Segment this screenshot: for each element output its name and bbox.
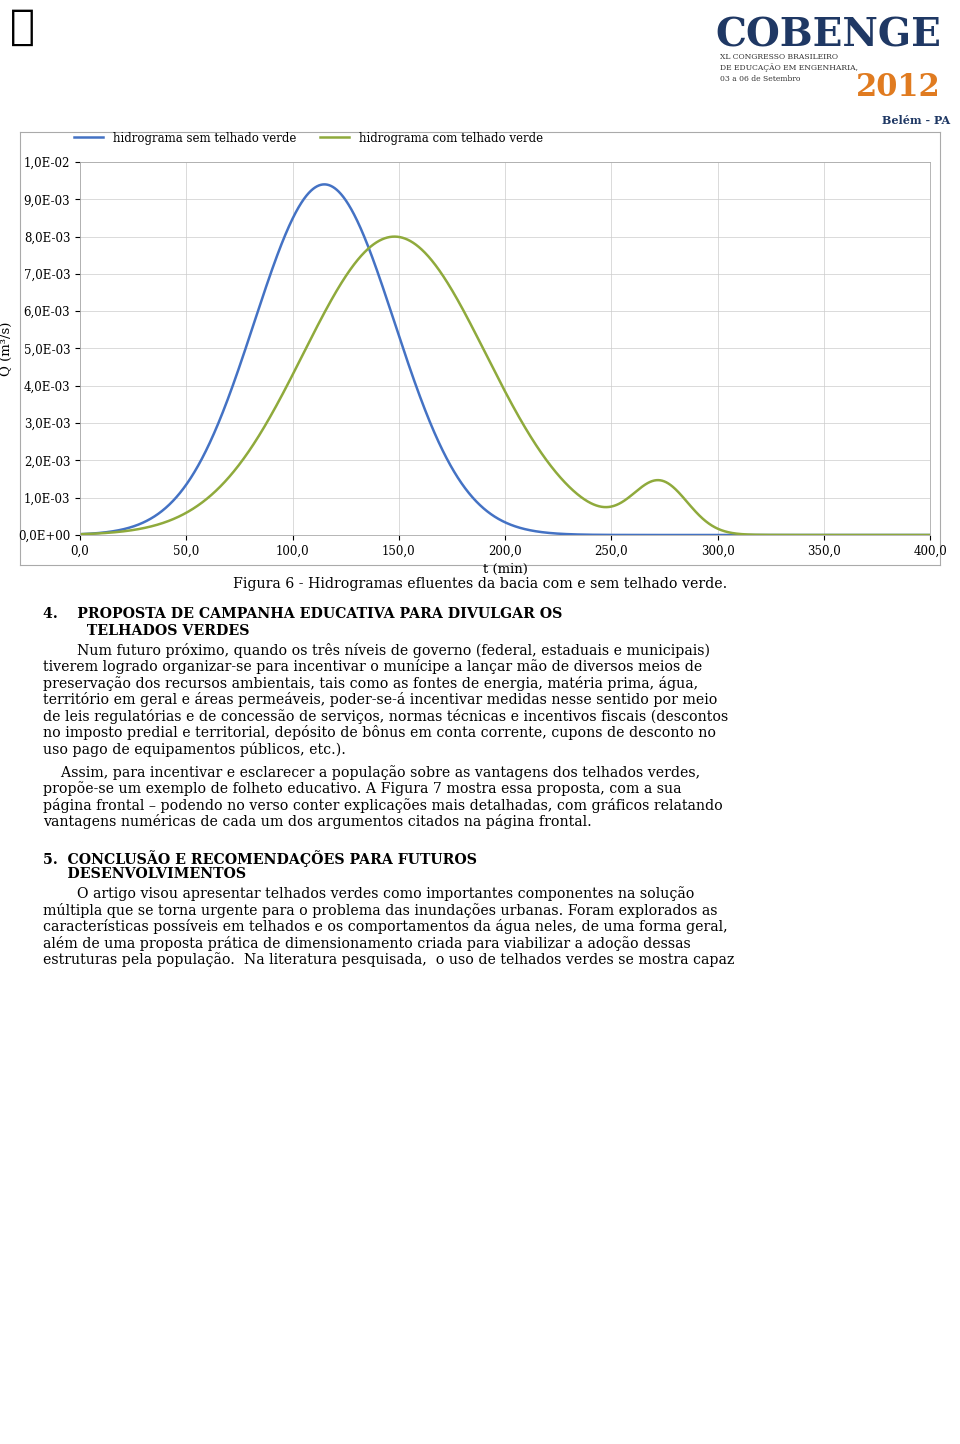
hidrograma com telhado verde xyxy=(74,526,85,543)
Text: Belém - PA: Belém - PA xyxy=(882,116,950,127)
X-axis label: t (min): t (min) xyxy=(483,563,527,576)
hidrograma sem telhado verde xyxy=(319,176,330,193)
hidrograma sem telhado verde xyxy=(222,391,233,409)
hidrograma sem telhado verde xyxy=(438,443,449,461)
Text: 🏛: 🏛 xyxy=(10,6,35,48)
Text: tiverem logrado organizar-se para incentivar o munícipe a lançar mão de diversos: tiverem logrado organizar-se para incent… xyxy=(43,658,703,674)
hidrograma com telhado verde xyxy=(400,231,412,248)
hidrograma sem telhado verde xyxy=(924,526,936,543)
Text: XL CONGRESSO BRASILEIRO
DE EDUCAÇÃO EM ENGENHARIA,
03 a 06 de Setembro: XL CONGRESSO BRASILEIRO DE EDUCAÇÃO EM E… xyxy=(720,53,858,82)
Text: página frontal – podendo no verso conter explicações mais detalhadas, com gráfic: página frontal – podendo no verso conter… xyxy=(43,797,723,813)
hidrograma sem telhado verde xyxy=(816,526,828,543)
hidrograma com telhado verde xyxy=(438,267,449,284)
Line: hidrograma com telhado verde: hidrograma com telhado verde xyxy=(80,237,930,534)
hidrograma com telhado verde xyxy=(908,526,920,543)
hidrograma com telhado verde xyxy=(222,471,233,488)
Text: 5.  CONCLUSÃO E RECOMENDAÇÕES PARA FUTUROS: 5. CONCLUSÃO E RECOMENDAÇÕES PARA FUTURO… xyxy=(43,851,477,868)
Text: 2012: 2012 xyxy=(856,72,941,103)
Legend: hidrograma sem telhado verde, hidrograma com telhado verde: hidrograma sem telhado verde, hidrograma… xyxy=(69,127,547,149)
hidrograma sem telhado verde xyxy=(74,526,85,543)
Text: no imposto predial e territorial, depósito de bônus em conta corrente, cupons de: no imposto predial e territorial, depósi… xyxy=(43,725,716,741)
hidrograma com telhado verde xyxy=(171,508,182,526)
hidrograma com telhado verde xyxy=(924,526,936,543)
Text: TELHADOS VERDES: TELHADOS VERDES xyxy=(43,624,250,638)
Text: COBENGE: COBENGE xyxy=(715,16,941,55)
hidrograma sem telhado verde xyxy=(400,349,412,367)
Text: Num futuro próximo, quando os três níveis de governo (federal, estaduais e munic: Num futuro próximo, quando os três nívei… xyxy=(77,643,709,657)
hidrograma sem telhado verde xyxy=(908,526,920,543)
Text: Figura 6 - Hidrogramas efluentes da bacia com e sem telhado verde.: Figura 6 - Hidrogramas efluentes da baci… xyxy=(233,578,727,591)
Text: além de uma proposta prática de dimensionamento criada para viabilizar a adoção : além de uma proposta prática de dimensio… xyxy=(43,936,691,950)
Text: território em geral e áreas permeáveis, poder-se-á incentivar medidas nesse sent: território em geral e áreas permeáveis, … xyxy=(43,692,717,708)
Text: múltipla que se torna urgente para o problema das inundações urbanas. Foram expl: múltipla que se torna urgente para o pro… xyxy=(43,902,718,917)
Text: 4.    PROPOSTA DE CAMPANHA EDUCATIVA PARA DIVULGAR OS: 4. PROPOSTA DE CAMPANHA EDUCATIVA PARA D… xyxy=(43,608,563,621)
Text: de leis regulatórias e de concessão de serviços, normas técnicas e incentivos fi: de leis regulatórias e de concessão de s… xyxy=(43,709,729,723)
Text: vantagens numéricas de cada um dos argumentos citados na página frontal.: vantagens numéricas de cada um dos argum… xyxy=(43,814,592,829)
hidrograma sem telhado verde xyxy=(171,488,182,505)
hidrograma com telhado verde xyxy=(389,228,400,245)
hidrograma com telhado verde xyxy=(816,526,828,543)
Text: O artigo visou apresentar telhados verdes como importantes componentes na soluçã: O artigo visou apresentar telhados verde… xyxy=(77,887,694,901)
Text: estruturas pela população.  Na literatura pesquisada,  o uso de telhados verdes : estruturas pela população. Na literatura… xyxy=(43,952,734,967)
Text: Assim, para incentivar e esclarecer a população sobre as vantagens dos telhados : Assim, para incentivar e esclarecer a po… xyxy=(43,765,701,780)
Line: hidrograma sem telhado verde: hidrograma sem telhado verde xyxy=(80,185,930,534)
Text: uso pago de equipamentos públicos, etc.).: uso pago de equipamentos públicos, etc.)… xyxy=(43,742,346,757)
Y-axis label: Q (m³/s): Q (m³/s) xyxy=(0,322,12,375)
Text: propõe-se um exemplo de folheto educativo. A Figura 7 mostra essa proposta, com : propõe-se um exemplo de folheto educativ… xyxy=(43,781,682,796)
Text: preservação dos recursos ambientais, tais como as fontes de energia, matéria pri: preservação dos recursos ambientais, tai… xyxy=(43,676,698,690)
Text: DESENVOLVIMENTOS: DESENVOLVIMENTOS xyxy=(43,866,247,881)
Text: características possíveis em telhados e os comportamentos da água neles, de uma : características possíveis em telhados e … xyxy=(43,918,728,934)
